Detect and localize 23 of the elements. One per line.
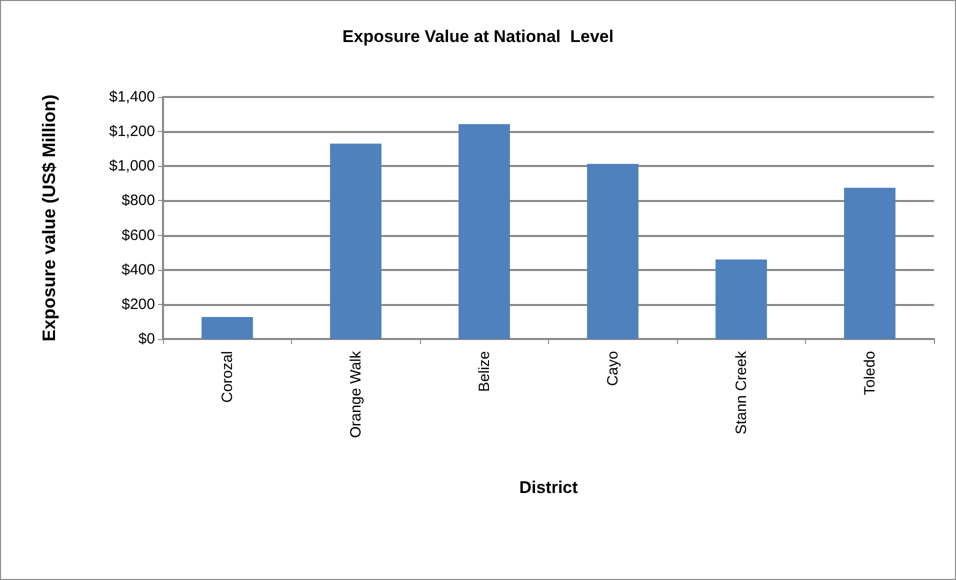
x-tick-label: Orange Walk: [347, 350, 364, 438]
x-tick-label: Toledo: [861, 351, 878, 396]
x-tick-label: Corozal: [218, 351, 236, 403]
y-tick-label: $600: [122, 226, 155, 244]
y-tick-label: $0: [138, 330, 155, 348]
x-tick-label: Cayo: [604, 351, 622, 386]
y-tick-label: $800: [122, 192, 155, 210]
bar: [202, 317, 253, 339]
y-tick-label: $1,200: [109, 123, 155, 140]
x-tick-label: Stann Creek: [732, 350, 750, 434]
y-tick-label: $1,400: [109, 88, 155, 106]
y-tick-label: $1,000: [109, 158, 155, 175]
bar: [844, 188, 896, 339]
bar: [716, 259, 767, 339]
chart-title: Exposure Value at National Level: [342, 27, 614, 46]
x-axis-title: District: [519, 478, 578, 497]
bar: [330, 144, 382, 339]
bar: [458, 124, 510, 339]
y-tick-label: $200: [122, 296, 155, 313]
bar: [587, 164, 638, 339]
x-tick-label: Belize: [476, 351, 493, 392]
y-tick-label: $400: [122, 261, 155, 278]
y-axis-title: Exposure value (US$ Million): [39, 94, 59, 342]
